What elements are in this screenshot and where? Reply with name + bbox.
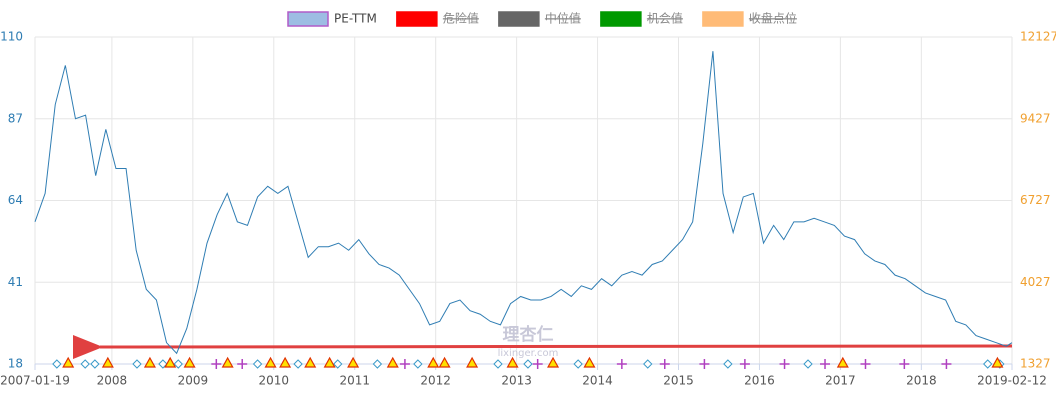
legend-label: 危险值 xyxy=(443,11,479,26)
x-tick-label: 2007-01-19 xyxy=(0,374,70,388)
event-marker xyxy=(372,359,383,369)
event-marker xyxy=(164,356,177,368)
event-marker xyxy=(413,359,423,369)
event-marker xyxy=(643,359,653,369)
event-marker xyxy=(506,356,519,368)
event-marker xyxy=(347,356,360,368)
event-marker xyxy=(252,359,263,369)
event-marker xyxy=(221,356,234,368)
event-marker xyxy=(386,356,399,368)
event-marker xyxy=(438,356,451,368)
event-marker xyxy=(779,359,790,369)
event-marker xyxy=(293,359,303,369)
event-marker xyxy=(90,359,100,369)
event-marker xyxy=(523,359,533,369)
annotation-arrow xyxy=(72,335,1013,360)
x-tick-label: 2009 xyxy=(178,374,209,388)
event-marker xyxy=(323,356,336,368)
legend-label: 机会值 xyxy=(647,11,683,26)
event-marker xyxy=(101,356,114,368)
event-marker xyxy=(158,359,168,369)
event-marker xyxy=(573,359,583,369)
x-tick-label: 2012 xyxy=(420,374,451,388)
y-tick-label: 41 xyxy=(8,275,23,289)
event-marker xyxy=(211,359,222,369)
legend-label: PE-TTM xyxy=(334,12,377,26)
legend-item[interactable]: 中位值 xyxy=(498,11,581,27)
x-tick-label: 2008 xyxy=(97,374,128,388)
plot-area xyxy=(34,51,1013,369)
event-marker xyxy=(333,359,343,369)
event-marker xyxy=(991,356,1004,368)
watermark: 理杏仁 xyxy=(503,324,554,345)
line-series xyxy=(34,51,1013,355)
legend-item[interactable]: 机会值 xyxy=(600,11,683,27)
event-marker xyxy=(723,359,733,369)
event-marker xyxy=(493,359,503,369)
y2-tick-label: 6727 xyxy=(1020,193,1051,207)
event-marker xyxy=(616,359,627,369)
event-marker xyxy=(132,359,142,369)
x-tick-label: 2013 xyxy=(501,374,532,388)
event-marker xyxy=(304,356,317,368)
y2-tick-label: 12127 xyxy=(1020,30,1056,44)
y2-tick-label: 1327 xyxy=(1020,357,1051,371)
y-tick-label: 64 xyxy=(8,193,23,207)
legend-swatch xyxy=(287,11,329,27)
y-tick-label: 18 xyxy=(8,357,23,371)
legend: PE-TTM 危险值 中位值 机会值 收盘点位 xyxy=(287,11,797,27)
x-tick-label: 2010 xyxy=(259,374,290,388)
event-marker xyxy=(52,359,62,369)
event-marker xyxy=(836,356,849,368)
x-tick-label: 2016 xyxy=(744,374,775,388)
event-marker xyxy=(983,359,993,369)
x-tick-label: 2015 xyxy=(663,374,694,388)
event-marker xyxy=(62,356,75,368)
event-marker xyxy=(466,356,479,368)
event-marker xyxy=(699,359,710,369)
x-tick-label: 2017 xyxy=(825,374,856,388)
y-tick-label: 110 xyxy=(0,30,23,44)
event-marker xyxy=(547,356,560,368)
x-tick-label: 2011 xyxy=(339,374,370,388)
legend-swatch xyxy=(396,11,438,27)
grid xyxy=(34,36,1013,370)
event-marker xyxy=(279,356,292,368)
event-marker xyxy=(183,356,196,368)
legend-item[interactable]: PE-TTM xyxy=(287,11,377,27)
legend-label: 中位值 xyxy=(545,11,581,26)
watermark-url: lixinger.com xyxy=(498,348,559,359)
event-marker xyxy=(264,356,277,368)
event-marker xyxy=(583,356,596,368)
x-tick-label: 2019-02-12 xyxy=(977,374,1047,388)
event-marker xyxy=(899,359,910,369)
event-marker xyxy=(173,359,183,369)
event-marker xyxy=(820,359,831,369)
event-marker xyxy=(941,359,952,369)
event-marker xyxy=(143,356,156,368)
y2-tick-label: 4027 xyxy=(1020,275,1051,289)
event-marker xyxy=(659,359,670,369)
y-tick-label: 87 xyxy=(8,111,23,125)
legend-item[interactable]: 收盘点位 xyxy=(702,11,797,27)
legend-swatch xyxy=(498,11,540,27)
x-tick-label: 2014 xyxy=(582,374,613,388)
event-marker xyxy=(237,359,248,369)
x-tick-label: 2018 xyxy=(906,374,937,388)
event-marker xyxy=(399,359,410,369)
event-marker xyxy=(860,359,871,369)
event-marker xyxy=(427,356,440,368)
event-marker xyxy=(532,359,543,369)
legend-swatch xyxy=(600,11,642,27)
event-marker xyxy=(739,359,750,369)
event-marker xyxy=(803,359,813,369)
y2-tick-label: 9427 xyxy=(1020,111,1051,125)
event-marker xyxy=(80,359,90,369)
legend-label: 收盘点位 xyxy=(749,11,797,26)
legend-item[interactable]: 危险值 xyxy=(396,11,479,27)
legend-swatch xyxy=(702,11,744,27)
